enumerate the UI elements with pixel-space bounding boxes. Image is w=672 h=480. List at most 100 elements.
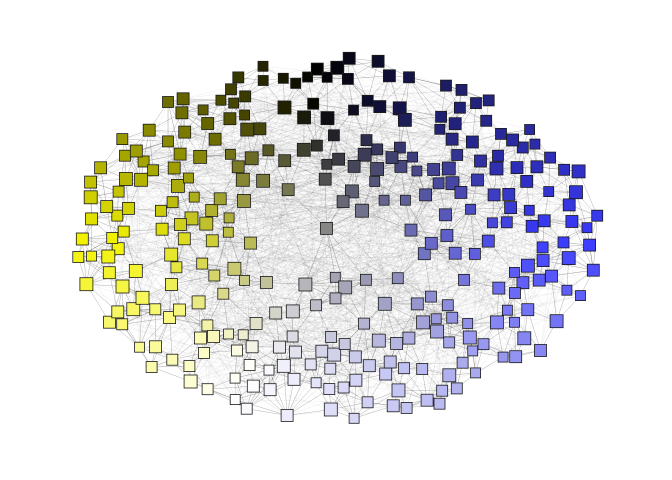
graph-node <box>404 72 415 83</box>
graph-node <box>85 176 97 188</box>
graph-node <box>299 278 312 291</box>
graph-node <box>311 140 322 151</box>
graph-node <box>447 312 458 323</box>
graph-node <box>238 194 251 207</box>
graph-node <box>339 281 352 294</box>
graph-node <box>258 61 268 71</box>
graph-node <box>572 165 585 178</box>
graph-node <box>206 204 218 216</box>
graph-node <box>562 285 572 295</box>
graph-node <box>454 102 465 113</box>
graph-edge <box>287 406 393 416</box>
graph-node <box>129 265 142 278</box>
graph-node <box>570 186 583 199</box>
graph-node <box>441 230 453 242</box>
graph-node <box>107 233 118 244</box>
graph-node <box>120 150 131 161</box>
graph-node <box>80 278 93 291</box>
graph-node <box>510 288 521 299</box>
graph-node <box>392 273 403 284</box>
graph-node <box>383 70 395 82</box>
graph-node <box>481 115 492 126</box>
graph-node <box>244 237 256 249</box>
graph-node <box>343 52 355 64</box>
graph-node <box>490 316 503 329</box>
graph-node <box>263 145 274 156</box>
graph-node <box>538 215 550 227</box>
graph-node <box>511 162 523 174</box>
graph-node <box>518 332 531 345</box>
graph-node <box>425 237 437 249</box>
graph-node <box>371 163 384 176</box>
graph-node <box>171 179 184 192</box>
graph-node <box>136 291 149 304</box>
graph-node <box>510 317 520 327</box>
graph-node <box>521 175 533 187</box>
graph-node <box>378 297 391 310</box>
graph-node <box>363 360 375 372</box>
graph-node <box>278 73 288 83</box>
graph-node <box>466 204 476 214</box>
graph-node <box>398 113 411 126</box>
graph-node <box>372 55 384 67</box>
graph-node <box>582 223 592 233</box>
graph-node <box>113 186 124 197</box>
graph-node <box>156 223 168 235</box>
graph-node <box>178 233 190 245</box>
graph-node <box>468 346 478 356</box>
graph-node <box>509 267 519 277</box>
graph-node <box>324 403 337 416</box>
graph-node <box>198 105 208 115</box>
graph-node <box>214 193 226 205</box>
graph-node <box>209 270 220 281</box>
graph-node <box>434 398 445 409</box>
graph-node <box>566 216 578 228</box>
graph-node <box>202 384 213 395</box>
graph-node <box>411 298 423 310</box>
graph-node <box>135 342 145 352</box>
graph-node <box>232 161 244 173</box>
graph-node <box>493 282 505 294</box>
graph-node <box>482 235 494 247</box>
graph-node <box>230 395 240 405</box>
graph-node <box>257 174 270 187</box>
graph-node <box>472 174 484 186</box>
graph-node <box>362 95 373 106</box>
graph-node <box>102 250 115 263</box>
graph-node <box>526 220 538 232</box>
graph-node <box>360 274 371 285</box>
graph-node <box>517 277 529 289</box>
graph-node <box>216 95 226 105</box>
graph-node <box>197 258 208 269</box>
graph-node <box>446 133 458 145</box>
graph-node <box>171 262 182 273</box>
graph-node <box>241 123 254 136</box>
graph-node <box>321 112 334 125</box>
graph-node <box>130 145 142 157</box>
graph-node <box>143 124 155 136</box>
graph-node <box>194 150 207 163</box>
graph-node <box>488 189 500 201</box>
graph-node <box>298 111 311 124</box>
graph-node <box>399 363 410 374</box>
graph-node <box>437 385 448 396</box>
graph-node <box>230 373 240 383</box>
graph-node <box>443 369 456 382</box>
graph-node <box>349 413 359 423</box>
graph-node <box>433 178 444 189</box>
graph-node <box>311 300 322 311</box>
graph-node <box>198 347 209 358</box>
graph-node <box>286 305 299 318</box>
graph-node <box>119 173 132 186</box>
graph-node <box>576 291 586 301</box>
graph-node <box>358 148 371 161</box>
graph-node <box>441 80 452 91</box>
graph-node <box>322 159 332 169</box>
graph-node <box>563 199 575 211</box>
graph-node <box>209 133 221 145</box>
graph-node <box>297 143 310 156</box>
graph-node <box>116 280 129 293</box>
graph-node <box>277 359 290 372</box>
graph-node <box>471 368 481 378</box>
